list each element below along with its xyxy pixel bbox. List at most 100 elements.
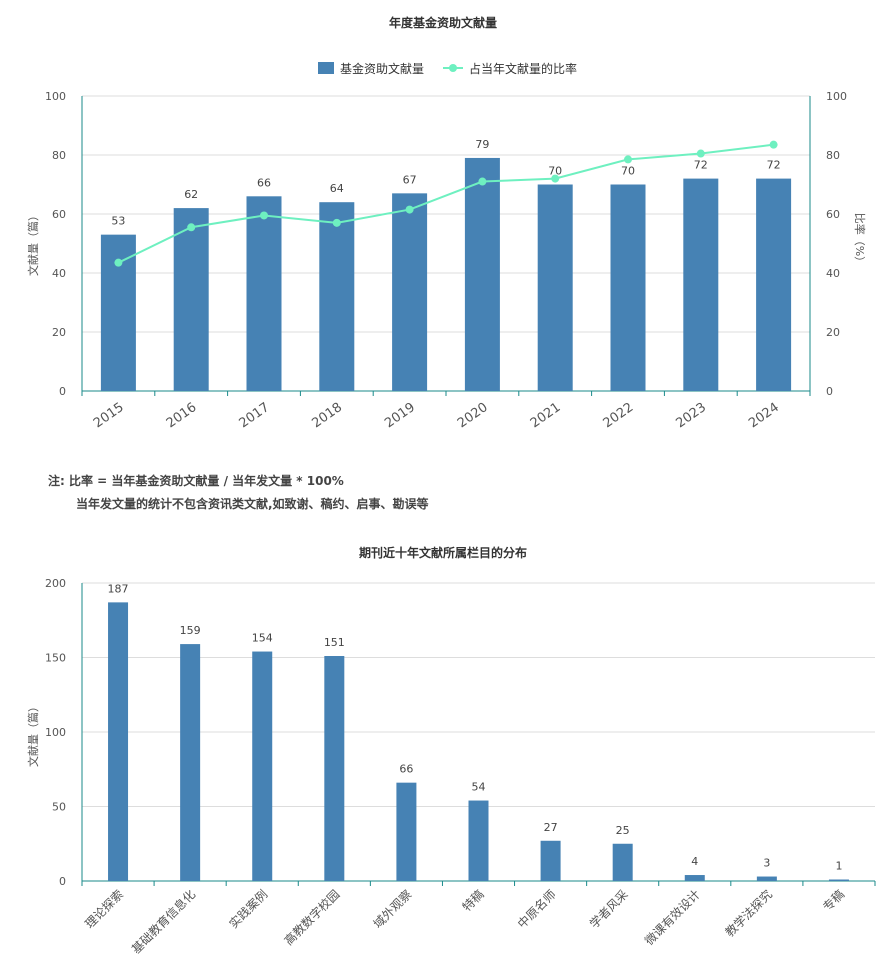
y2-tick-label: 100	[826, 90, 847, 103]
bar	[756, 178, 792, 391]
bar	[828, 879, 849, 881]
x-tick-label: 2022	[601, 400, 637, 431]
bar	[464, 157, 500, 391]
y-tick-label: 150	[45, 652, 66, 665]
ratio-point	[114, 258, 123, 267]
chart-title: 年度基金资助文献量	[389, 15, 497, 30]
x-tick-label: 2023	[673, 400, 709, 431]
y2-tick-label: 80	[826, 149, 840, 162]
bar-value-label: 70	[548, 165, 562, 178]
bar-value-label: 154	[252, 632, 273, 645]
bar	[468, 800, 489, 881]
y-tick-label: 20	[52, 326, 66, 339]
ratio-point	[405, 205, 414, 214]
ratio-point	[551, 174, 560, 183]
x-tick-label: 2015	[91, 400, 127, 431]
ratio-point	[624, 155, 632, 164]
y-tick-label: 100	[45, 726, 66, 739]
bar-value-label: 53	[111, 215, 125, 228]
y2-tick-label: 60	[826, 208, 840, 221]
bar	[180, 644, 201, 881]
y-tick-label: 40	[52, 267, 66, 280]
x-tick-label: 2016	[164, 400, 200, 431]
y-tick-label: 100	[45, 90, 66, 103]
x-tick-label: 理论探索	[82, 887, 126, 931]
x-tick-label: 实践案例	[226, 887, 271, 932]
bar-value-label: 27	[544, 821, 558, 834]
bar	[537, 184, 573, 391]
y-tick-label: 0	[59, 385, 66, 398]
y-tick-label: 0	[59, 875, 66, 888]
x-tick-label: 2019	[382, 400, 418, 431]
bar-value-label: 4	[691, 855, 698, 868]
bar-value-label: 187	[108, 582, 129, 595]
y2-axis-title: 比率（%）	[853, 213, 867, 267]
y-tick-label: 200	[45, 577, 66, 590]
ratio-line	[117, 143, 774, 264]
ratio-point	[187, 223, 196, 232]
x-tick-label: 2020	[455, 400, 491, 431]
bar	[324, 656, 345, 881]
y-axis-title: 文献量（篇）	[26, 210, 40, 276]
bar	[683, 178, 719, 391]
ratio-point	[332, 218, 341, 227]
x-tick-label: 高教数字校园	[281, 887, 343, 949]
bar	[756, 876, 777, 881]
x-tick-label: 2018	[309, 400, 345, 431]
bar	[108, 602, 129, 881]
ratio-point	[769, 140, 778, 149]
column-distribution-chart: 期刊近十年文献所属栏目的分布 0 50 100 150 200 文献量（篇） 187 理论探索 1…	[26, 545, 876, 957]
bar	[396, 782, 417, 881]
x-tick-label: 2017	[237, 400, 273, 431]
ratio-point	[478, 177, 487, 186]
bar	[319, 202, 355, 391]
bar	[392, 193, 428, 391]
bar-value-label: 72	[767, 159, 781, 172]
bar	[540, 840, 561, 881]
bar-value-label: 151	[324, 636, 345, 649]
x-tick-label: 中原名师	[514, 887, 559, 932]
x-tick-label: 特稿	[459, 887, 487, 915]
bar	[610, 184, 646, 391]
x-tick-label: 基础教育信息化	[128, 887, 198, 957]
x-tick-label: 域外观察	[371, 887, 415, 931]
bar-value-label: 66	[257, 176, 271, 189]
bar-value-label: 54	[472, 781, 486, 794]
bar-value-label: 25	[616, 824, 630, 837]
x-tick-label: 专稿	[819, 887, 847, 915]
legend-line-marker	[449, 64, 457, 72]
x-tick-label: 学者风采	[586, 887, 631, 932]
x-tick-label: 微课有效设计	[641, 887, 703, 949]
bar	[100, 234, 136, 391]
note-line-1: 注: 比率 = 当年基金资助文献量 / 当年发文量 * 100%	[48, 474, 344, 488]
legend-line-label: 占当年文献量的比率	[469, 61, 577, 76]
bar-value-label: 1	[835, 860, 842, 873]
x-tick-label: 2024	[746, 400, 782, 431]
ratio-point	[696, 149, 705, 158]
bar-value-label: 67	[403, 173, 417, 186]
y-axis-title: 文献量（篇）	[26, 701, 40, 767]
bar-value-label: 159	[180, 624, 201, 637]
y-tick-label: 50	[52, 801, 66, 814]
bar-value-label: 66	[399, 763, 413, 776]
legend-bar-label: 基金资助文献量	[340, 61, 424, 76]
bar-value-label: 79	[475, 138, 489, 151]
bar	[612, 843, 633, 881]
bar-value-label: 72	[694, 159, 708, 172]
chart-title: 期刊近十年文献所属栏目的分布	[359, 545, 527, 560]
bar	[684, 875, 705, 881]
y-tick-label: 60	[52, 208, 66, 221]
note-line-2: 当年发文量的统计不包含资讯类文献,如致谢、稿约、启事、勘误等	[76, 497, 429, 511]
x-tick-label: 教学法探究	[722, 887, 775, 940]
legend-bar-swatch	[318, 62, 334, 74]
x-tick-label: 2021	[528, 400, 564, 431]
bar-value-label: 3	[763, 857, 770, 870]
y2-tick-label: 0	[826, 385, 833, 398]
bar-value-label: 62	[184, 188, 198, 201]
bar	[252, 651, 273, 881]
bar	[173, 208, 209, 391]
ratio-point	[260, 211, 268, 220]
y-tick-label: 80	[52, 149, 66, 162]
bar-value-label: 64	[330, 182, 344, 195]
